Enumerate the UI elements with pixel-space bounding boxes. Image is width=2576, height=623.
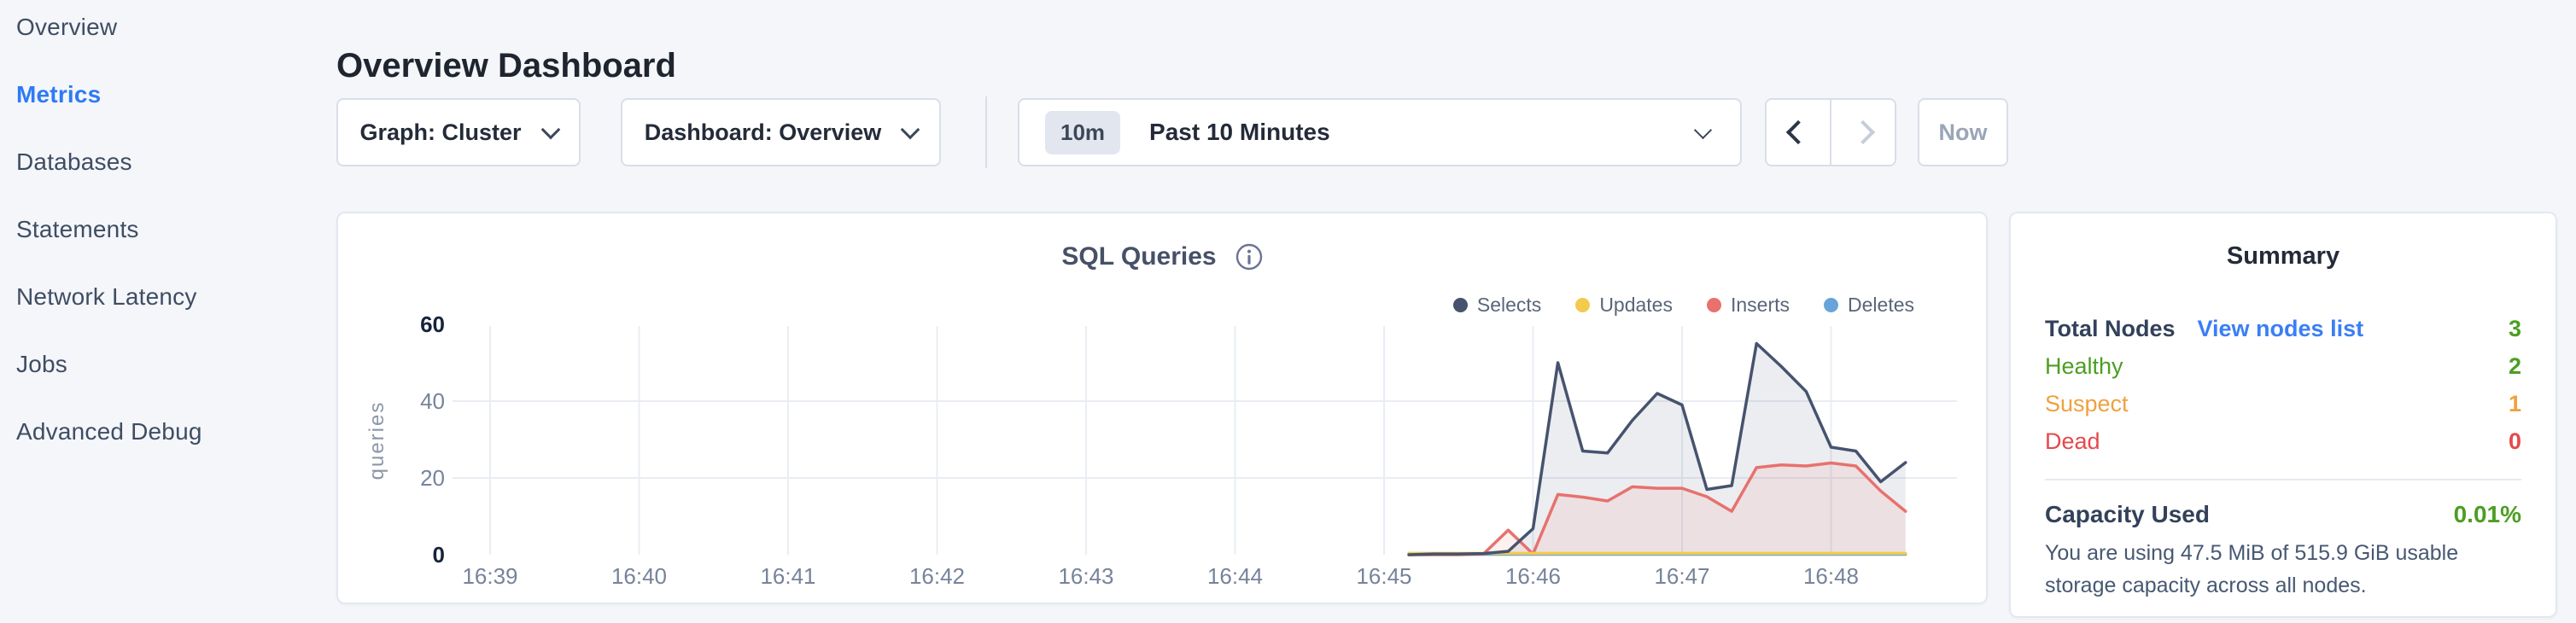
legend-item-inserts: Inserts	[1706, 294, 1790, 317]
sidebar-item-statements[interactable]: Statements	[16, 215, 139, 242]
svg-text:16:44: 16:44	[1207, 563, 1263, 589]
total-nodes-value: 3	[2508, 315, 2521, 341]
summary-title: Summary	[2226, 242, 2340, 270]
now-button[interactable]: Now	[1918, 98, 2008, 166]
legend-item-selects: Selects	[1452, 294, 1542, 317]
deletes-dot-icon	[1824, 298, 1839, 312]
controls-divider	[985, 96, 987, 168]
chevron-left-icon	[1785, 119, 1811, 145]
summary-panel: Summary Total Nodes View nodes list 3 He…	[2009, 212, 2557, 618]
chart-title: SQL Queries	[1061, 242, 1217, 271]
legend-label: Deletes	[1848, 294, 1914, 316]
sidebar: Overview Metrics Databases Statements Ne…	[16, 0, 307, 465]
time-window-label: Past 10 Minutes	[1149, 119, 1330, 145]
dashboard-dropdown[interactable]: Dashboard: Overview	[621, 98, 941, 166]
chevron-down-icon	[1693, 120, 1713, 139]
svg-text:queries: queries	[365, 401, 388, 480]
controls-bar: Graph: Cluster Dashboard: Overview 10m P…	[0, 96, 2576, 168]
legend-item-deletes: Deletes	[1824, 294, 1914, 317]
sidebar-item-jobs[interactable]: Jobs	[16, 350, 67, 377]
sql-queries-plot: 16:39 16:40 16:41 16:42 16:43 16:44 16:45 16:46…	[365, 312, 1957, 589]
sql-queries-chart-card: SQL Queries Selects Updates Inserts	[336, 212, 1988, 604]
svg-text:16:42: 16:42	[909, 563, 965, 589]
healthy-value: 2	[2508, 352, 2521, 379]
selects-dot-icon	[1452, 298, 1468, 312]
svg-text:16:46: 16:46	[1505, 563, 1561, 589]
svg-text:40: 40	[420, 388, 445, 414]
svg-text:16:45: 16:45	[1356, 563, 1411, 589]
dashboard-label: Dashboard: Overview	[644, 119, 882, 145]
chevron-down-icon	[540, 119, 560, 140]
sidebar-item-metrics[interactable]: Metrics	[16, 80, 102, 108]
svg-text:16:47: 16:47	[1654, 563, 1709, 589]
sidebar-item-overview[interactable]: Overview	[16, 13, 118, 40]
info-icon[interactable]	[1235, 243, 1263, 271]
chevron-down-icon	[900, 119, 920, 140]
chevron-right-icon	[1850, 119, 1876, 145]
healthy-label: Healthy	[2045, 352, 2123, 379]
time-window-selector[interactable]: 10m Past 10 Minutes	[1018, 98, 1742, 166]
svg-text:16:48: 16:48	[1803, 563, 1859, 589]
dead-value: 0	[2508, 428, 2521, 454]
sidebar-item-databases[interactable]: Databases	[16, 148, 132, 175]
time-window-badge: 10m	[1045, 110, 1121, 154]
time-step-forward-button[interactable]	[1831, 100, 1895, 165]
svg-text:16:43: 16:43	[1058, 563, 1113, 589]
svg-text:60: 60	[420, 312, 445, 337]
graph-scope-label: Graph: Cluster	[359, 119, 522, 145]
healthy-row: Healthy 2	[2045, 347, 2521, 385]
updates-dot-icon	[1575, 298, 1591, 312]
suspect-value: 1	[2508, 390, 2521, 416]
sidebar-item-advanced-debug[interactable]: Advanced Debug	[16, 417, 202, 445]
legend-label: Selects	[1476, 294, 1542, 316]
svg-text:0: 0	[433, 542, 445, 568]
page-title: Overview Dashboard	[336, 46, 676, 84]
svg-text:20: 20	[420, 465, 445, 491]
view-nodes-list-link[interactable]: View nodes list	[2197, 315, 2364, 341]
capacity-used-row: Capacity Used 0.01%	[2045, 501, 2521, 528]
suspect-row: Suspect 1	[2045, 385, 2521, 422]
sidebar-item-network-latency[interactable]: Network Latency	[16, 282, 197, 310]
legend-item-updates: Updates	[1575, 294, 1673, 317]
total-nodes-label: Total Nodes	[2045, 315, 2176, 341]
graph-scope-dropdown[interactable]: Graph: Cluster	[336, 98, 581, 166]
total-nodes-row: Total Nodes View nodes list 3	[2045, 310, 2521, 347]
inserts-dot-icon	[1706, 298, 1721, 312]
svg-text:16:40: 16:40	[611, 563, 667, 589]
dead-row: Dead 0	[2045, 422, 2521, 460]
capacity-used-value: 0.01%	[2453, 501, 2521, 527]
legend-label: Inserts	[1730, 294, 1790, 316]
time-step-back-button[interactable]	[1767, 100, 1831, 165]
time-step-group	[1765, 98, 1896, 166]
chart-legend: Selects Updates Inserts Deletes	[1452, 294, 1914, 317]
summary-divider	[2045, 479, 2521, 480]
legend-label: Updates	[1599, 294, 1673, 316]
suspect-label: Suspect	[2045, 390, 2129, 416]
capacity-description: You are using 47.5 MiB of 515.9 GiB usab…	[2045, 541, 2459, 597]
capacity-used-label: Capacity Used	[2045, 501, 2210, 527]
svg-text:16:41: 16:41	[760, 563, 815, 589]
svg-text:16:39: 16:39	[462, 563, 517, 589]
dead-label: Dead	[2045, 428, 2100, 454]
